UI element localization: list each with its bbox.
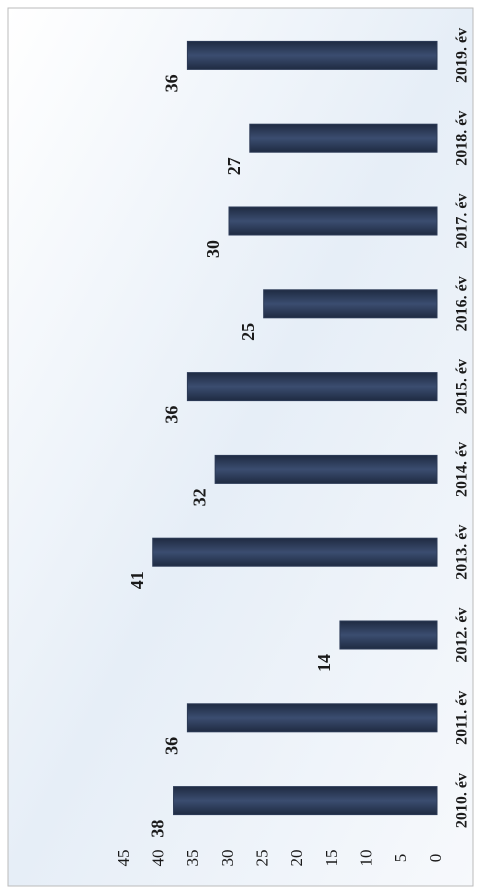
x-tick-label: 2017. év	[454, 193, 471, 248]
y-tick-label: 0	[426, 854, 445, 863]
x-tick-label: 2016. év	[454, 276, 471, 331]
y-tick-label: 15	[322, 850, 341, 867]
value-label: 27	[224, 157, 244, 175]
x-tick-label: 2015. év	[454, 359, 471, 414]
x-tick-label: 2018. év	[454, 111, 471, 166]
y-tick-label: 35	[183, 850, 202, 867]
x-tick-label: 2013. év	[454, 525, 471, 580]
background	[7, 7, 474, 887]
value-label: 38	[148, 820, 168, 838]
y-tick-label: 45	[114, 850, 133, 867]
value-label: 36	[162, 737, 182, 755]
bar	[339, 620, 438, 650]
value-label: 36	[162, 74, 182, 92]
bar	[263, 289, 438, 319]
bar	[186, 40, 438, 70]
y-tick-label: 25	[253, 850, 272, 867]
bar	[214, 454, 438, 484]
y-tick-label: 10	[357, 850, 376, 867]
x-tick-label: 2019. év	[454, 28, 471, 83]
bar	[152, 537, 438, 567]
y-tick-label: 5	[391, 854, 410, 863]
bar	[186, 703, 438, 733]
x-tick-label: 2010. év	[454, 773, 471, 828]
value-label: 32	[189, 488, 209, 506]
bar	[186, 372, 438, 402]
x-tick-label: 2012. év	[454, 607, 471, 662]
bar	[249, 123, 438, 153]
y-tick-label: 30	[218, 850, 237, 867]
bar	[173, 786, 438, 816]
value-label: 36	[162, 406, 182, 424]
y-tick-label: 20	[287, 850, 306, 867]
bar	[228, 206, 438, 236]
value-label: 25	[238, 323, 258, 341]
value-label: 14	[314, 654, 334, 672]
x-tick-label: 2011. év	[454, 691, 471, 745]
x-tick-label: 2014. év	[454, 442, 471, 497]
y-tick-label: 40	[149, 850, 168, 867]
value-label: 41	[127, 571, 147, 589]
plot: 0 5 10 15 20 25 30 35 40 45 2010. év 38 2011. év 36 20…	[114, 28, 471, 867]
value-label: 30	[203, 240, 223, 258]
